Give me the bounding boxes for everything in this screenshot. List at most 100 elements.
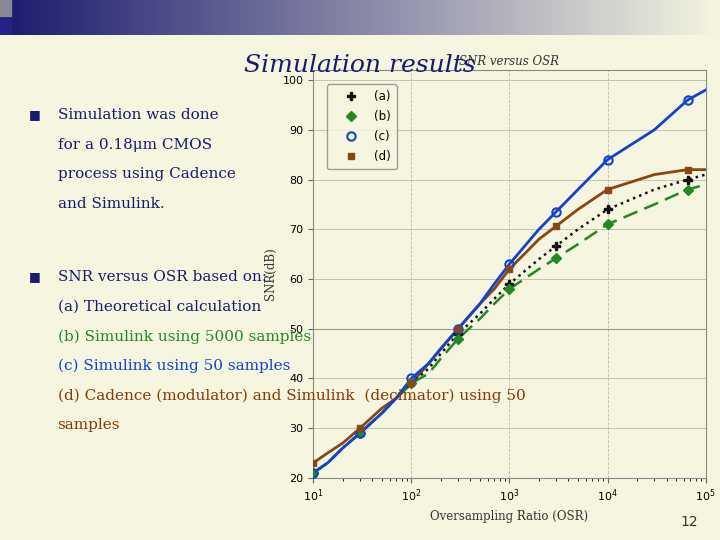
- (d): [552, 223, 561, 230]
- Text: 12: 12: [681, 515, 698, 529]
- Bar: [716, 0, 720, 35]
- (b): [407, 380, 415, 387]
- Bar: [605, 0, 608, 35]
- Text: and Simulink.: and Simulink.: [58, 197, 164, 211]
- Legend: (a), (b), (c), (d): (a), (b), (c), (d): [327, 84, 397, 170]
- Bar: [191, 0, 194, 35]
- Bar: [569, 0, 572, 35]
- Bar: [623, 0, 626, 35]
- Bar: [288, 0, 292, 35]
- Bar: [86, 0, 90, 35]
- Text: Simulation was done: Simulation was done: [58, 108, 218, 122]
- Bar: [482, 0, 486, 35]
- Bar: [576, 0, 580, 35]
- Bar: [475, 0, 479, 35]
- (a): [407, 380, 415, 387]
- Bar: [338, 0, 342, 35]
- (a): [356, 430, 364, 436]
- Line: (c): (c): [309, 96, 692, 477]
- Bar: [101, 0, 104, 35]
- Line: (d): (d): [310, 166, 691, 467]
- Bar: [464, 0, 468, 35]
- Bar: [202, 0, 205, 35]
- Bar: [360, 0, 364, 35]
- Bar: [515, 0, 518, 35]
- Bar: [436, 0, 439, 35]
- Bar: [104, 0, 108, 35]
- (d): [505, 266, 514, 272]
- Bar: [504, 0, 508, 35]
- Bar: [144, 0, 148, 35]
- (c): [309, 470, 318, 476]
- Bar: [378, 0, 382, 35]
- Bar: [284, 0, 288, 35]
- Bar: [173, 0, 176, 35]
- Bar: [184, 0, 187, 35]
- Bar: [130, 0, 133, 35]
- (a): [552, 242, 561, 249]
- Bar: [324, 0, 328, 35]
- Bar: [155, 0, 158, 35]
- Bar: [666, 0, 670, 35]
- Bar: [187, 0, 191, 35]
- Bar: [608, 0, 612, 35]
- (d): [407, 380, 415, 387]
- Bar: [0, 0, 4, 35]
- Bar: [169, 0, 173, 35]
- Bar: [580, 0, 583, 35]
- Bar: [497, 0, 500, 35]
- Bar: [281, 0, 284, 35]
- Bar: [662, 0, 666, 35]
- Bar: [511, 0, 515, 35]
- Bar: [274, 0, 277, 35]
- Bar: [670, 0, 673, 35]
- (c): [505, 261, 514, 267]
- Text: ■: ■: [29, 108, 40, 121]
- Bar: [389, 0, 392, 35]
- Bar: [238, 0, 241, 35]
- Bar: [180, 0, 184, 35]
- Bar: [472, 0, 475, 35]
- Bar: [410, 0, 414, 35]
- Bar: [439, 0, 443, 35]
- Bar: [148, 0, 151, 35]
- Bar: [14, 0, 18, 35]
- Bar: [126, 0, 130, 35]
- Bar: [457, 0, 461, 35]
- Bar: [108, 0, 112, 35]
- Bar: [263, 0, 266, 35]
- Bar: [594, 0, 598, 35]
- (b): [552, 255, 561, 261]
- Bar: [198, 0, 202, 35]
- (a): [454, 330, 462, 337]
- Bar: [356, 0, 360, 35]
- Bar: [115, 0, 119, 35]
- Bar: [79, 0, 83, 35]
- Bar: [583, 0, 587, 35]
- Text: for a 0.18μm CMOS: for a 0.18μm CMOS: [58, 138, 212, 152]
- Bar: [252, 0, 256, 35]
- Bar: [220, 0, 223, 35]
- Text: ■: ■: [29, 270, 40, 283]
- Bar: [349, 0, 353, 35]
- Bar: [713, 0, 716, 35]
- (d): [603, 186, 612, 193]
- Bar: [565, 0, 569, 35]
- Bar: [328, 0, 331, 35]
- Bar: [450, 0, 454, 35]
- (a): [309, 470, 318, 476]
- Text: samples: samples: [58, 418, 120, 433]
- Bar: [43, 0, 47, 35]
- Bar: [50, 0, 54, 35]
- Bar: [176, 0, 180, 35]
- Bar: [554, 0, 558, 35]
- Bar: [241, 0, 245, 35]
- Bar: [4, 0, 7, 35]
- (a): [505, 281, 514, 287]
- Bar: [634, 0, 637, 35]
- Bar: [382, 0, 385, 35]
- Bar: [151, 0, 155, 35]
- Bar: [702, 0, 706, 35]
- Bar: [601, 0, 605, 35]
- Bar: [97, 0, 101, 35]
